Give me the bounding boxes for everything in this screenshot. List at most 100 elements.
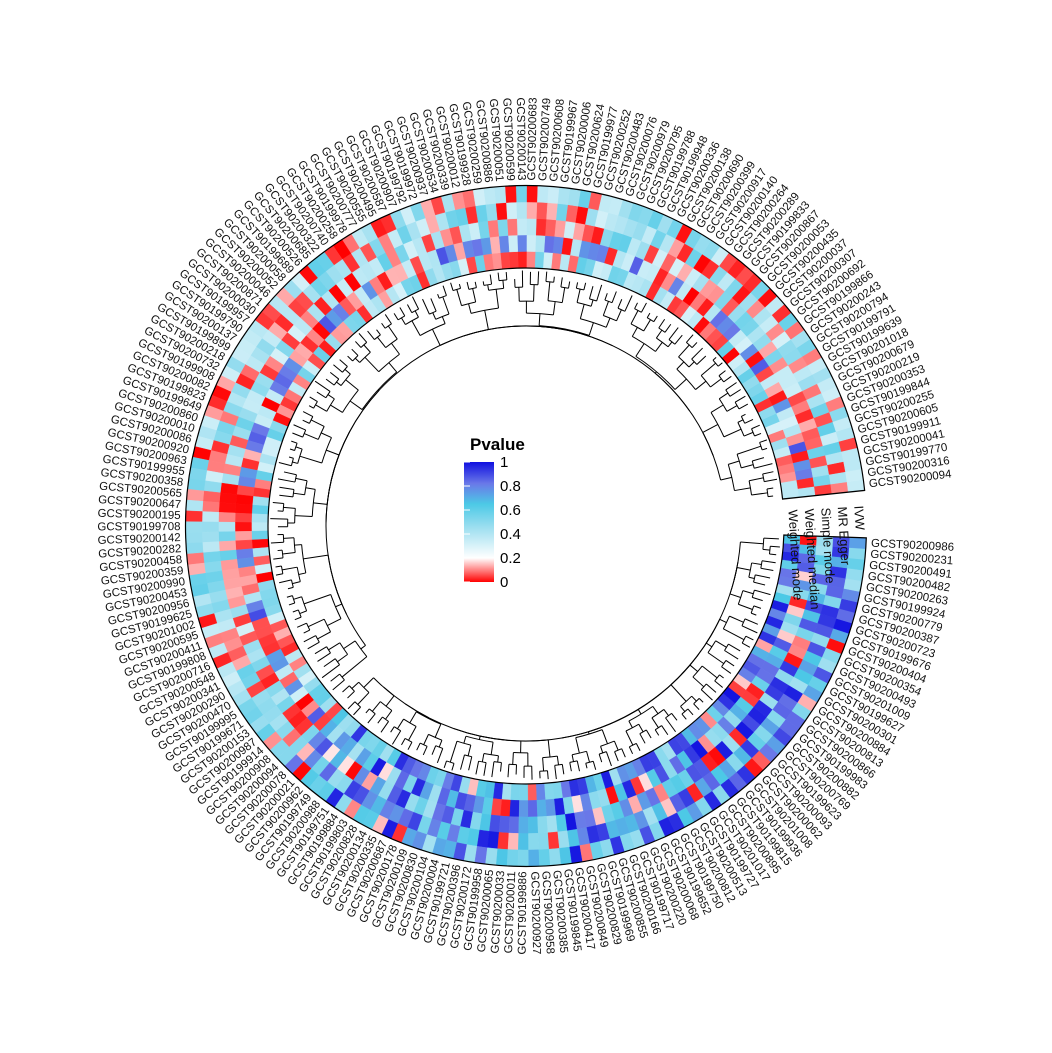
dendrogram-branch: [295, 446, 303, 450]
dendrogram-branch: [434, 724, 442, 738]
legend-tick: 0: [500, 574, 508, 591]
dendrogram-branch: [347, 701, 356, 710]
dendrogram-branch: [719, 618, 727, 623]
heatmap-cell: [497, 832, 510, 850]
dendrogram-branch: [710, 378, 722, 388]
dendrogram-branch: [617, 299, 623, 309]
heatmap-cell: [234, 522, 252, 532]
heatmap-cell: [495, 202, 508, 221]
dendrogram-arc: [438, 295, 447, 299]
heatmap-cell: [201, 531, 220, 543]
dendrogram-branch: [736, 445, 762, 455]
heatmap-cell: [528, 816, 539, 834]
dendrogram-branch: [718, 392, 729, 400]
dendrogram-branch: [283, 537, 294, 539]
dendrogram-arc: [404, 737, 413, 743]
dendrogram-branch: [385, 695, 395, 707]
dendrogram-branch: [363, 344, 371, 353]
dendrogram-branch: [635, 743, 641, 751]
dendrogram-branch: [748, 477, 764, 482]
dendrogram-branch: [489, 274, 493, 285]
dendrogram-branch: [734, 487, 751, 492]
dendrogram-branch: [449, 741, 458, 763]
dendrogram-branch: [482, 281, 485, 286]
dendrogram-branch: [330, 673, 340, 682]
dendrogram-branch: [628, 746, 634, 755]
track-label: Simple mode: [818, 507, 838, 584]
dendrogram-branch: [323, 658, 336, 668]
dendrogram-arc: [599, 751, 607, 755]
heatmap-cell: [527, 783, 538, 801]
heatmap-cell: [526, 218, 537, 236]
dendrogram-branch: [299, 455, 322, 464]
dendrogram-branch: [314, 380, 331, 392]
dendrogram-arc: [629, 742, 637, 748]
dendrogram-branch: [752, 596, 763, 602]
dendrogram-branch: [283, 471, 297, 476]
dendrogram-branch: [728, 460, 740, 465]
dendrogram-branch: [409, 711, 417, 724]
dendrogram-branch: [380, 721, 389, 733]
dendrogram-branch: [286, 595, 293, 598]
dendrogram-branch: [766, 487, 774, 490]
dendrogram-arc: [333, 378, 340, 386]
dendrogram-branch: [604, 293, 608, 301]
dendrogram-arc: [646, 317, 655, 323]
dendrogram-branch: [491, 761, 495, 778]
dendrogram-branch: [365, 708, 370, 714]
dendrogram-branch: [408, 726, 417, 741]
dendrogram-branch: [614, 751, 619, 762]
heatmap-cell: [251, 538, 270, 549]
dendrogram-branch: [695, 380, 707, 390]
heatmap-cell: [528, 833, 540, 851]
dendrogram-branch: [723, 428, 742, 438]
dendrogram-branch: [667, 341, 673, 348]
dendrogram-arc: [750, 605, 755, 614]
dendrogram-branch: [475, 761, 480, 775]
dendrogram-branch: [611, 291, 617, 303]
sample-label: GCST90199708: [97, 521, 180, 533]
dendrogram-branch: [744, 618, 759, 625]
dendrogram-arc: [569, 760, 578, 763]
dendrogram-branch: [497, 755, 499, 763]
dendrogram-branch: [700, 362, 716, 376]
dendrogram-branch: [752, 457, 765, 462]
dendrogram-branch: [463, 736, 467, 744]
dendrogram-arc: [435, 313, 450, 320]
dendrogram-branch: [600, 746, 604, 754]
dendrogram-branch: [347, 355, 354, 362]
heatmap-cell: [546, 186, 560, 204]
dendrogram-arc: [498, 279, 507, 282]
dendrogram-branch: [278, 461, 292, 467]
heatmap-cell: [510, 783, 521, 801]
dendrogram-branch: [634, 302, 638, 309]
dendrogram-branch: [291, 440, 298, 444]
dendrogram-arc: [580, 318, 607, 328]
dendrogram-branch: [472, 288, 477, 303]
dendrogram-branch: [275, 565, 282, 568]
sample-label: GCST90200195: [97, 508, 180, 522]
sample-label: GCST90200647: [98, 494, 182, 511]
dendrogram-branch: [303, 629, 311, 634]
heatmap-cell: [517, 234, 527, 252]
dendrogram-arc: [700, 375, 711, 388]
dendrogram-branch: [638, 723, 644, 733]
track-label: MR Egger: [835, 506, 854, 566]
dendrogram-branch: [706, 642, 713, 648]
dendrogram-branch: [742, 590, 754, 595]
dendrogram-branch: [393, 313, 399, 321]
dendrogram-branch: [406, 304, 413, 313]
heatmap-cell: [534, 251, 545, 269]
dendrogram-branch: [282, 552, 296, 555]
heatmap-cell: [219, 492, 237, 504]
dendrogram-branch: [287, 586, 294, 590]
dendrogram-branch: [411, 320, 421, 336]
dendrogram-branch: [303, 554, 329, 560]
dendrogram: [270, 270, 780, 780]
dendrogram-branch: [680, 706, 686, 712]
dendrogram-arc: [691, 358, 698, 365]
dendrogram-arc: [718, 398, 728, 412]
dendrogram-branch: [546, 770, 549, 780]
heatmap-cell: [516, 218, 527, 236]
